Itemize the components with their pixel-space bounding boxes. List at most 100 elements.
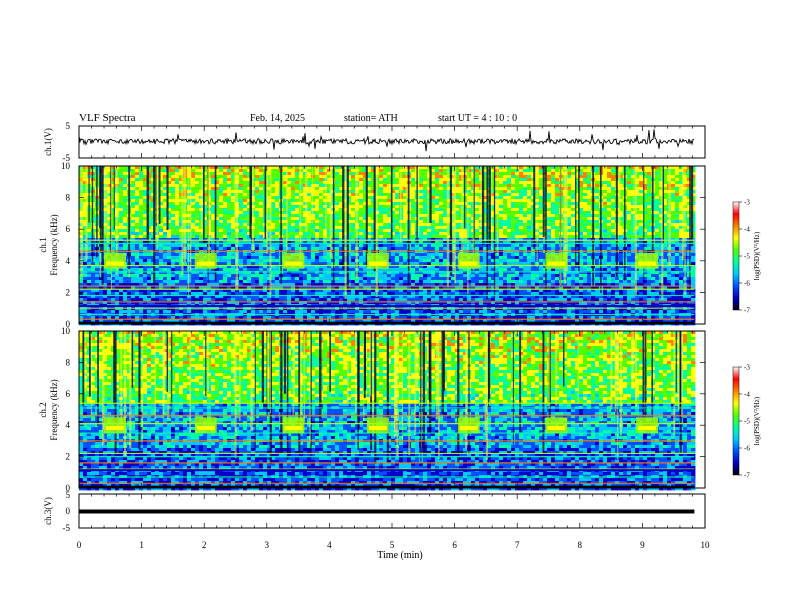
spectrogram-cell	[227, 244, 232, 248]
spectrogram-cell	[519, 187, 524, 191]
spectrogram-cell	[419, 214, 424, 218]
spectrogram-cell	[227, 196, 232, 200]
spectrogram-cell	[243, 169, 248, 173]
spectrogram-cell	[435, 223, 440, 227]
spectrogram-cell	[267, 208, 272, 212]
spectrogram-cell	[267, 187, 272, 191]
spectrogram-cell	[555, 223, 560, 227]
spectrogram-cell	[447, 181, 452, 185]
spectrogram-cell	[295, 169, 300, 173]
spectrogram-cell	[215, 187, 220, 191]
spectrogram-cell	[583, 217, 588, 221]
spectrogram-cell	[491, 190, 496, 194]
spectrogram-cell	[435, 226, 440, 230]
spectrogram-cell	[507, 226, 512, 230]
spectrogram-cell	[227, 175, 232, 179]
spectrogram-cell	[547, 226, 552, 230]
spectrogram-cell	[571, 190, 576, 194]
spectrogram-cell	[427, 181, 432, 185]
spectrogram-cell	[419, 235, 424, 239]
spectrogram-cell	[335, 193, 340, 197]
spectrogram-cell	[583, 253, 588, 257]
spectrogram-cell	[335, 202, 340, 206]
spectrogram-cell	[359, 172, 364, 176]
spectrogram-cell	[111, 211, 116, 215]
spectrogram-cell	[247, 211, 252, 215]
spectrogram-cell	[243, 220, 248, 224]
spectrogram-cell	[439, 223, 444, 227]
spectrogram-cell	[311, 184, 316, 188]
spectrogram-cell	[575, 196, 580, 200]
spectrogram-cell	[539, 175, 544, 179]
spectrogram-cell	[195, 247, 200, 251]
spectrogram-cell	[627, 166, 632, 170]
spectrogram-cell	[351, 244, 356, 248]
spectrogram-cell	[351, 202, 356, 206]
spectrogram-cell	[351, 196, 356, 200]
spectrogram-cell	[387, 175, 392, 179]
spectrogram-cell	[187, 202, 192, 206]
spectrogram-cell	[291, 214, 296, 218]
spectrogram-cell	[379, 172, 384, 176]
spectrogram-cell	[679, 211, 684, 215]
spectrogram-cell	[319, 205, 324, 209]
spectrogram-cell	[203, 181, 208, 185]
spectrogram-cell	[319, 256, 324, 260]
spectrogram-cell	[243, 166, 248, 170]
spectrogram-cell	[119, 217, 124, 221]
spectrogram-cell	[339, 190, 344, 194]
spectrogram-cell	[299, 166, 304, 170]
spectrogram-cell	[611, 199, 616, 203]
spectrogram-cell	[391, 190, 396, 194]
spectrogram-cell	[307, 256, 312, 260]
spectrogram-cell	[255, 184, 260, 188]
spectrogram-cell	[359, 211, 364, 215]
spectrogram-cell	[503, 184, 508, 188]
spectrogram-cell	[135, 235, 140, 239]
spectrogram-cell	[531, 169, 536, 173]
spectrogram-cell	[195, 166, 200, 170]
spectrogram-cell	[315, 217, 320, 221]
spectrogram-cell	[203, 169, 208, 173]
spectrogram-cell	[691, 172, 696, 176]
spectrogram-cell	[391, 247, 396, 251]
spectrogram-cell	[219, 232, 224, 236]
spectrogram-cell	[299, 193, 304, 197]
spectrogram-cell	[159, 232, 164, 236]
spectrogram-cell	[203, 184, 208, 188]
spectrogram-cell	[443, 175, 448, 179]
spectrogram-cell	[595, 178, 600, 182]
spectrogram-cell	[515, 178, 520, 182]
spectrogram-cell	[511, 226, 516, 230]
spectrogram-cell	[123, 208, 128, 212]
spectrogram-cell	[631, 205, 636, 209]
spectrogram-cell	[595, 193, 600, 197]
spectrogram-cell	[503, 175, 508, 179]
spectrogram-cell	[199, 247, 204, 251]
spectrogram-cell	[191, 232, 196, 236]
spectrogram-cell	[299, 199, 304, 203]
spectrogram-cell	[463, 247, 468, 251]
spectrogram-cell	[271, 175, 276, 179]
spectrogram-cell	[671, 175, 676, 179]
spectrogram-cell	[631, 247, 636, 251]
spectrogram-cell	[315, 181, 320, 185]
spectrogram-cell	[647, 187, 652, 191]
spectrogram-cell	[463, 244, 468, 248]
spectrogram-cell	[123, 217, 128, 221]
spectrogram-cell	[403, 205, 408, 209]
spectrogram-cell	[655, 232, 660, 236]
spectrogram-cell	[675, 235, 680, 239]
spectrogram-cell	[619, 244, 624, 248]
spectrogram-cell	[139, 220, 144, 224]
spectrogram-cell	[223, 244, 228, 248]
spectrogram-cell	[523, 187, 528, 191]
spectrogram-cell	[299, 232, 304, 236]
spectrogram-cell	[575, 175, 580, 179]
spectrogram-cell	[467, 193, 472, 197]
spectrogram-cell	[575, 181, 580, 185]
spectrogram-cell	[579, 193, 584, 197]
spectrogram-cell	[647, 220, 652, 224]
spectrogram-cell	[523, 196, 528, 200]
